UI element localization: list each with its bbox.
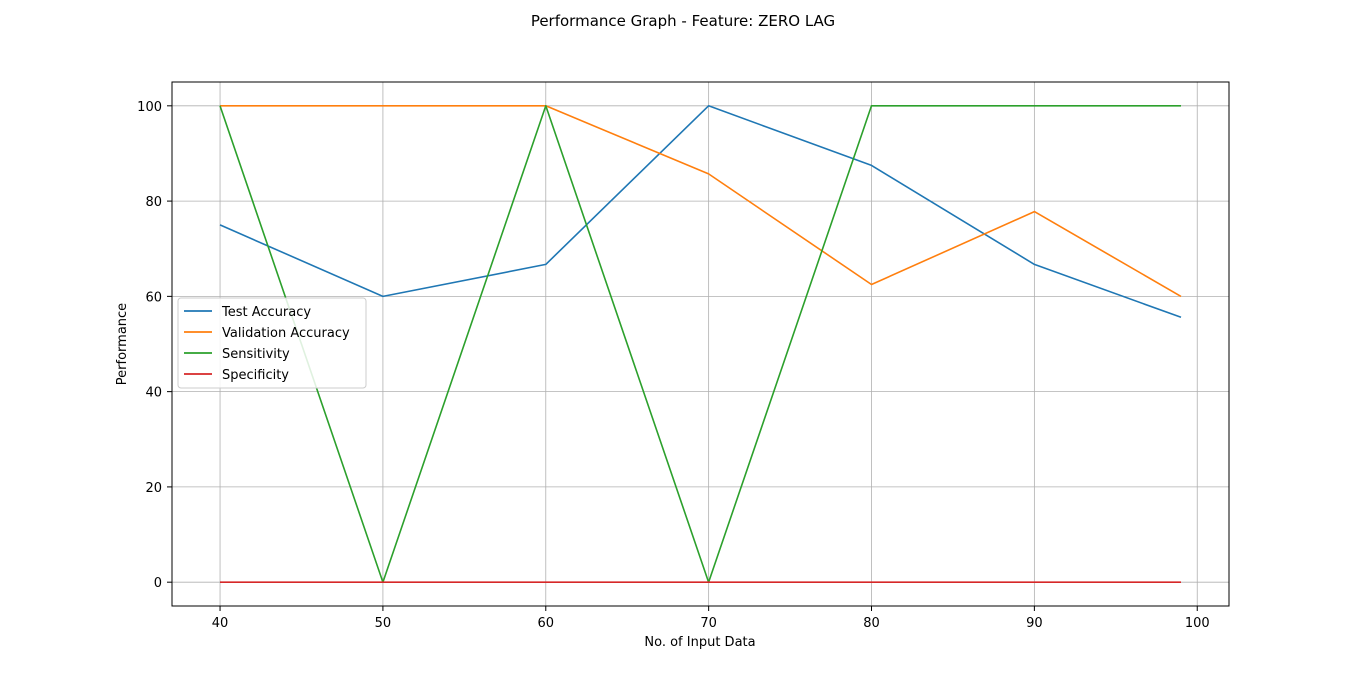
y-tick-label: 60 <box>145 290 162 305</box>
series-lines <box>219 105 1182 584</box>
y-tick-label: 20 <box>145 481 162 496</box>
plot-area-frame <box>171 81 1230 607</box>
x-tick-label: 80 <box>863 616 880 631</box>
legend-box <box>177 297 367 389</box>
legend-label: Test Accuracy <box>221 305 311 320</box>
legend-label: Sensitivity <box>222 347 290 362</box>
x-tick-label: 70 <box>700 616 717 631</box>
chart-title: Performance Graph - Feature: ZERO LAG <box>531 12 835 30</box>
x-axis-label: No. of Input Data <box>644 635 755 650</box>
y-axis-label: Performance <box>115 303 130 385</box>
legend: Test Accuracy Validation Accuracy Sensitiv… <box>177 297 367 389</box>
x-tick-label: 100 <box>1185 616 1210 631</box>
axis-ticks: 40 50 60 70 80 90 100 0 20 40 60 80 100 <box>137 100 1209 631</box>
series-line-test-accuracy <box>219 105 1182 319</box>
y-tick-label: 80 <box>145 195 162 210</box>
x-tick-label: 90 <box>1026 616 1043 631</box>
legend-label: Specificity <box>222 368 289 383</box>
y-tick-label: 100 <box>137 100 162 115</box>
series-line-validation-accuracy <box>220 105 1182 298</box>
x-tick-label: 60 <box>538 616 555 631</box>
legend-label: Validation Accuracy <box>222 326 350 341</box>
y-tick-label: 0 <box>154 576 162 591</box>
x-tick-label: 40 <box>212 616 229 631</box>
x-tick-label: 50 <box>375 616 392 631</box>
y-tick-label: 40 <box>145 386 162 401</box>
